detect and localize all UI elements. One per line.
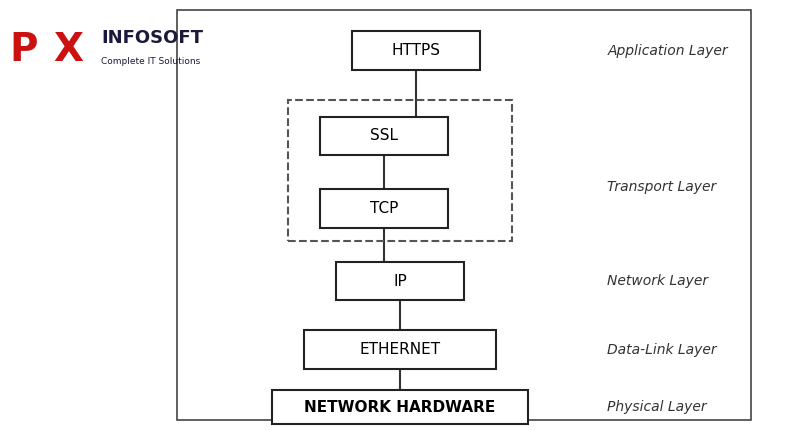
Bar: [177, 10, 750, 420]
Bar: [352, 31, 480, 70]
Bar: [273, 390, 527, 424]
Bar: [320, 189, 448, 228]
Text: TCP: TCP: [370, 201, 398, 216]
Text: NETWORK HARDWARE: NETWORK HARDWARE: [304, 400, 496, 415]
Text: HTTPS: HTTPS: [391, 43, 441, 58]
Bar: [320, 117, 448, 155]
Text: ETHERNET: ETHERNET: [359, 342, 441, 357]
Bar: [288, 100, 512, 241]
Text: IP: IP: [393, 274, 407, 289]
Text: Transport Layer: Transport Layer: [607, 180, 717, 194]
Text: Physical Layer: Physical Layer: [607, 400, 707, 414]
Text: X: X: [54, 31, 83, 69]
Bar: [336, 262, 464, 301]
Text: P: P: [10, 31, 38, 69]
Text: Complete IT Solutions: Complete IT Solutions: [101, 57, 200, 66]
Text: INFOSOFT: INFOSOFT: [101, 29, 203, 47]
Bar: [304, 330, 496, 369]
Text: SSL: SSL: [370, 129, 398, 144]
Text: Network Layer: Network Layer: [607, 274, 709, 288]
Text: Application Layer: Application Layer: [607, 43, 728, 58]
Text: Data-Link Layer: Data-Link Layer: [607, 343, 717, 356]
